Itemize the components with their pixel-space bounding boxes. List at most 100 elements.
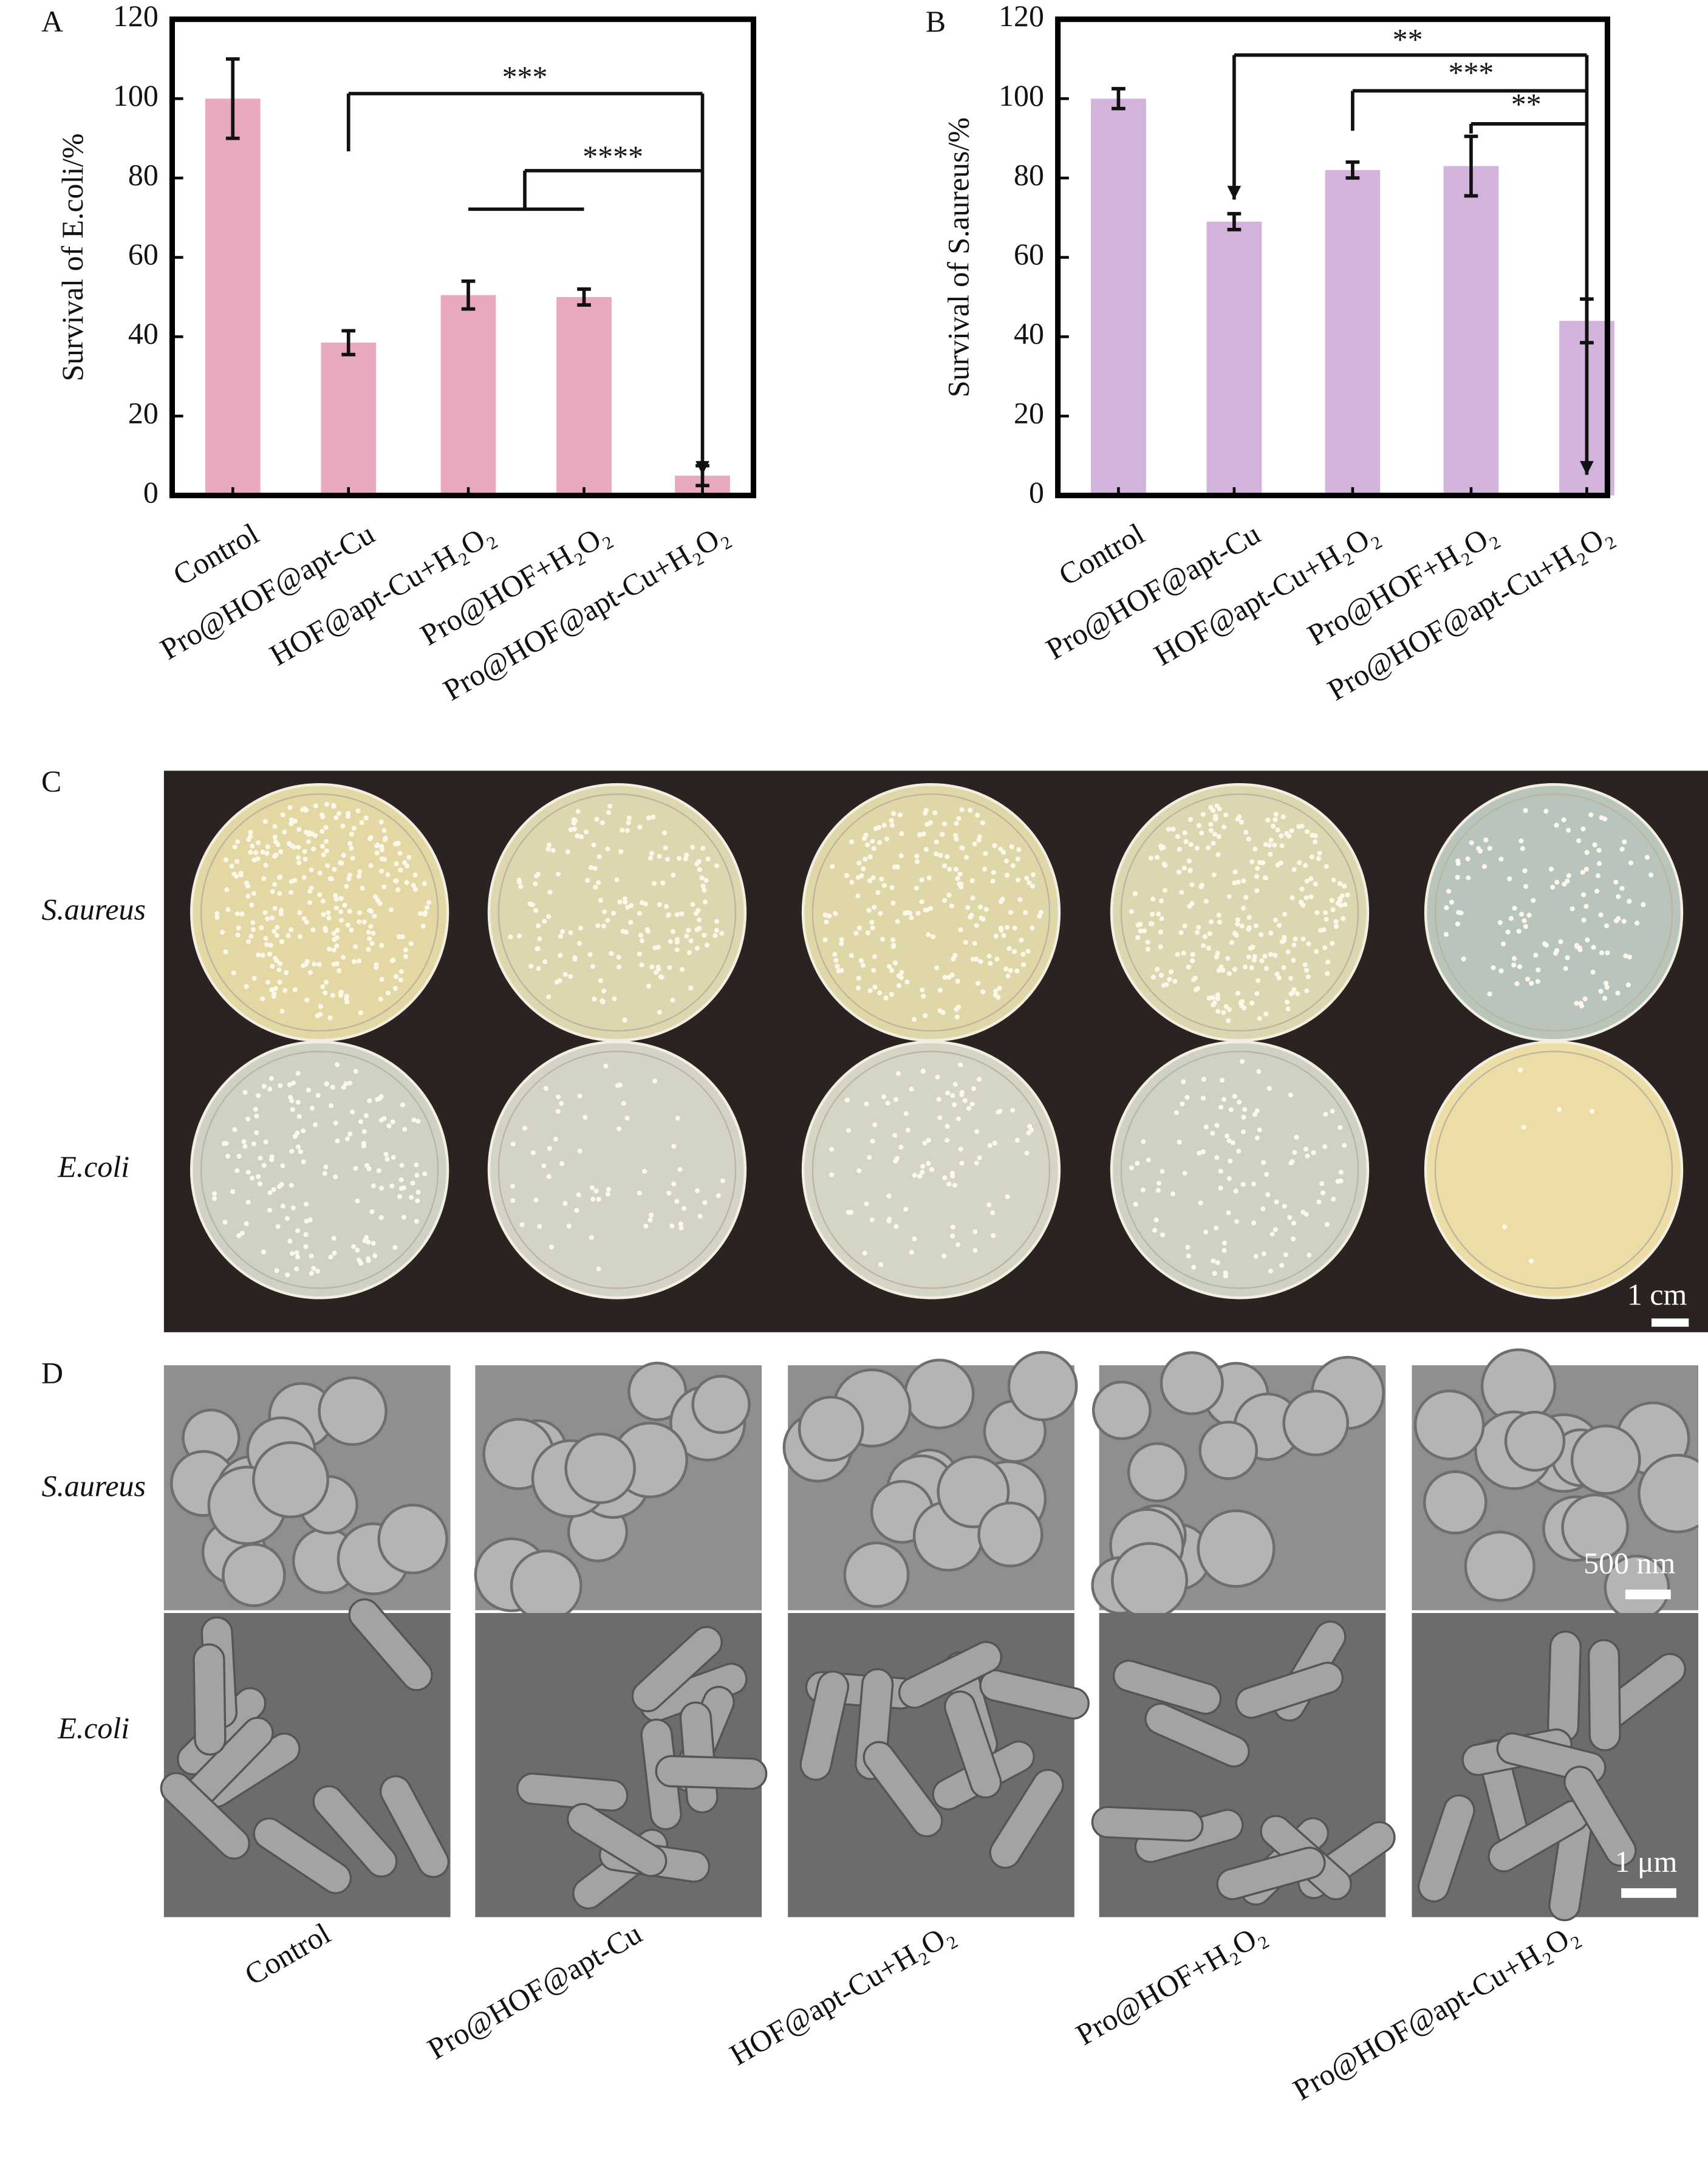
colony [1003, 966, 1009, 971]
colony [945, 1090, 951, 1095]
colony [1170, 1191, 1176, 1197]
colony [397, 1194, 403, 1199]
colony [899, 831, 904, 837]
colony [253, 850, 259, 855]
colony [1170, 826, 1176, 832]
bracket-arrow [1227, 185, 1242, 200]
colony [953, 833, 958, 838]
colony [245, 883, 251, 889]
colony [383, 1151, 389, 1157]
colony [1037, 913, 1042, 919]
colony [358, 1119, 363, 1125]
colony [1238, 820, 1245, 825]
cell-shape [1091, 1380, 1152, 1440]
colony [697, 1213, 703, 1219]
colony [1268, 1269, 1273, 1274]
colony [578, 925, 583, 931]
colony [1003, 858, 1009, 864]
colony [351, 959, 357, 964]
colony [572, 956, 578, 962]
colony [979, 916, 984, 921]
colony [1135, 935, 1141, 940]
colony [983, 906, 989, 912]
colony [577, 1093, 582, 1099]
colony [301, 1159, 306, 1165]
colony [1300, 936, 1306, 942]
colony [279, 1182, 284, 1187]
colony [1469, 840, 1474, 846]
colony [593, 1188, 599, 1194]
colony [1216, 834, 1221, 840]
colony [301, 963, 306, 968]
colony [702, 888, 707, 893]
colony [262, 819, 268, 824]
colony [254, 1113, 259, 1119]
colony [1613, 879, 1619, 885]
colony [993, 988, 999, 994]
colony [251, 891, 256, 896]
colony [915, 911, 921, 916]
colony [1217, 919, 1222, 925]
colony [865, 930, 871, 936]
colony [367, 1098, 372, 1103]
rod-shape [799, 1670, 850, 1781]
colony [657, 902, 662, 908]
colony [926, 932, 931, 937]
colony [970, 896, 975, 901]
colony [927, 906, 933, 911]
colony [274, 933, 280, 938]
colony [1455, 921, 1460, 927]
colony [1232, 931, 1238, 936]
colony [1010, 1108, 1016, 1113]
colony [870, 838, 875, 844]
colony [1290, 895, 1295, 900]
row-label: S.aureus [42, 1470, 146, 1503]
colony [978, 959, 983, 964]
colony [1249, 1000, 1255, 1006]
colony [589, 1235, 594, 1240]
colony [1203, 899, 1209, 904]
colony [555, 1109, 561, 1114]
colony [1226, 1176, 1232, 1182]
colony [267, 1086, 273, 1092]
colony [1249, 965, 1254, 970]
colony [229, 863, 234, 869]
colony [321, 852, 326, 858]
colony [417, 911, 423, 916]
colony [596, 880, 601, 885]
colony [1133, 1202, 1138, 1207]
colony [528, 964, 534, 969]
colony [702, 899, 708, 905]
colony [1010, 863, 1016, 868]
colony [1181, 950, 1186, 956]
colony [1213, 817, 1218, 822]
colony [1256, 1069, 1262, 1074]
colony [1195, 985, 1201, 991]
error-bar [225, 57, 240, 140]
colony [694, 861, 700, 866]
colony [309, 1105, 315, 1111]
colony [975, 812, 980, 818]
colony [313, 803, 318, 809]
panel-label: A [41, 5, 63, 38]
colony [277, 979, 282, 985]
colony [1215, 996, 1220, 1001]
colony [260, 849, 265, 855]
colony [958, 1146, 963, 1152]
colony [1581, 892, 1587, 897]
colony [1004, 872, 1010, 878]
colony [869, 1217, 875, 1222]
colony [1337, 881, 1343, 886]
colony [1215, 1009, 1221, 1014]
colony [345, 922, 350, 928]
colony [324, 863, 330, 869]
colony [1200, 1149, 1206, 1154]
colony [548, 1244, 555, 1250]
colony [617, 899, 623, 905]
colony [923, 807, 929, 813]
bar [1325, 170, 1381, 496]
colony [889, 885, 895, 891]
rod-shape [160, 1772, 250, 1860]
colony [642, 1169, 647, 1174]
